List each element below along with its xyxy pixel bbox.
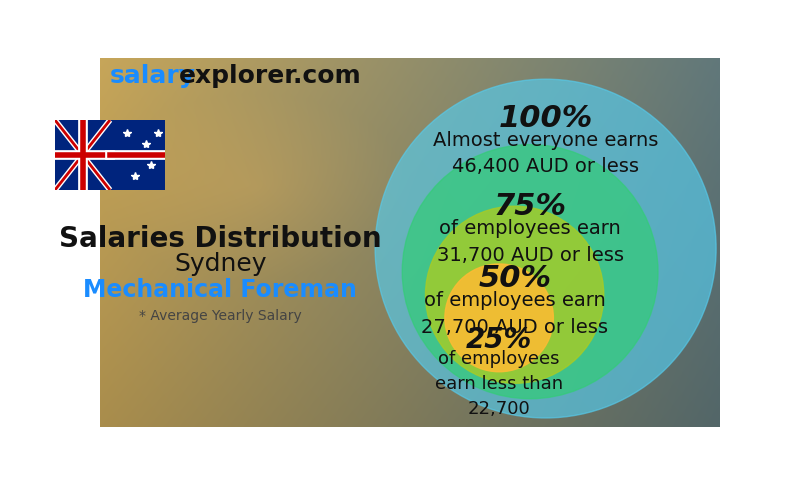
Text: 75%: 75% bbox=[494, 192, 566, 221]
Circle shape bbox=[402, 144, 658, 399]
Text: 100%: 100% bbox=[498, 104, 593, 133]
Text: explorer.com: explorer.com bbox=[179, 64, 362, 88]
Text: 50%: 50% bbox=[478, 264, 551, 293]
Text: Salaries Distribution: Salaries Distribution bbox=[59, 225, 382, 252]
Circle shape bbox=[445, 264, 554, 372]
Text: * Average Yearly Salary: * Average Yearly Salary bbox=[138, 309, 302, 323]
Text: of employees
earn less than
22,700: of employees earn less than 22,700 bbox=[435, 350, 563, 418]
Text: Sydney: Sydney bbox=[174, 252, 266, 276]
Text: salary: salary bbox=[110, 64, 195, 88]
Circle shape bbox=[426, 206, 604, 384]
Text: Almost everyone earns
46,400 AUD or less: Almost everyone earns 46,400 AUD or less bbox=[433, 131, 658, 177]
Text: Mechanical Foreman: Mechanical Foreman bbox=[83, 278, 357, 302]
Circle shape bbox=[375, 79, 716, 418]
Text: of employees earn
31,700 AUD or less: of employees earn 31,700 AUD or less bbox=[437, 219, 624, 265]
Text: 25%: 25% bbox=[466, 325, 532, 354]
Text: of employees earn
27,700 AUD or less: of employees earn 27,700 AUD or less bbox=[421, 291, 608, 336]
